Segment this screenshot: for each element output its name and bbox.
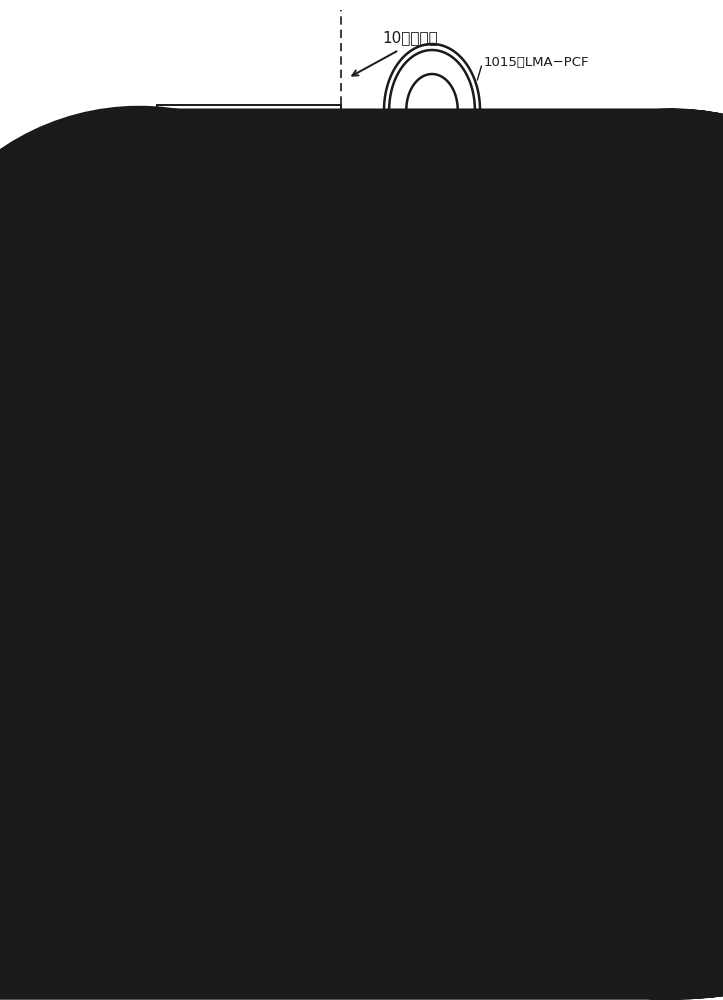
Text: 1004: 1004 <box>176 611 208 624</box>
Text: 1001: 1001 <box>319 894 351 906</box>
Text: 1017: 1017 <box>549 273 581 286</box>
Text: 1104: 1104 <box>626 618 658 632</box>
Text: 振荡器: 振荡器 <box>326 823 356 841</box>
Text: 1550-nm 脉冲: 1550-nm 脉冲 <box>599 366 674 379</box>
Text: 10：激光器: 10：激光器 <box>382 30 438 45</box>
Text: 11：分波器: 11：分波器 <box>523 738 574 752</box>
Text: 1018：HNLF: 1018：HNLF <box>593 288 665 302</box>
Text: 1101: 1101 <box>447 393 479 406</box>
Text: 1008: 1008 <box>358 524 390 536</box>
Bar <box>166 566 241 602</box>
Text: 780-nm 脉冲: 780-nm 脉冲 <box>599 514 666 526</box>
Bar <box>219 163 254 207</box>
Text: 1103: 1103 <box>447 621 479 635</box>
Text: 1002: 1002 <box>168 217 200 230</box>
Text: 10mW、 37fs: 10mW、 37fs <box>599 532 677 544</box>
Text: 1009: 1009 <box>391 458 422 472</box>
Bar <box>562 218 599 262</box>
Bar <box>166 163 201 207</box>
Bar <box>330 558 352 602</box>
Text: 1015：LMA−PCF: 1015：LMA−PCF <box>483 55 589 68</box>
Bar <box>268 790 416 870</box>
Bar <box>317 637 366 663</box>
Text: 1005: 1005 <box>375 615 406 629</box>
Text: 1006：WDM: 1006：WDM <box>358 574 430 586</box>
Bar <box>564 435 597 495</box>
Text: 1016: 1016 <box>492 273 523 286</box>
Text: 1010：ND-EDF: 1010：ND-EDF <box>359 393 447 406</box>
Text: 1014: 1014 <box>271 204 303 217</box>
Text: 1010: 1010 <box>283 148 315 161</box>
Bar <box>330 325 352 365</box>
Text: 1102：PPLN: 1102：PPLN <box>604 458 674 472</box>
Text: 1003: 1003 <box>221 217 252 230</box>
Bar <box>506 220 539 260</box>
Bar <box>330 510 352 550</box>
Bar <box>432 310 712 700</box>
Bar <box>274 171 322 199</box>
Text: 100mW、 17fs: 100mW、 17fs <box>599 384 685 397</box>
Text: 1007：WDM: 1007：WDM <box>358 338 430 352</box>
